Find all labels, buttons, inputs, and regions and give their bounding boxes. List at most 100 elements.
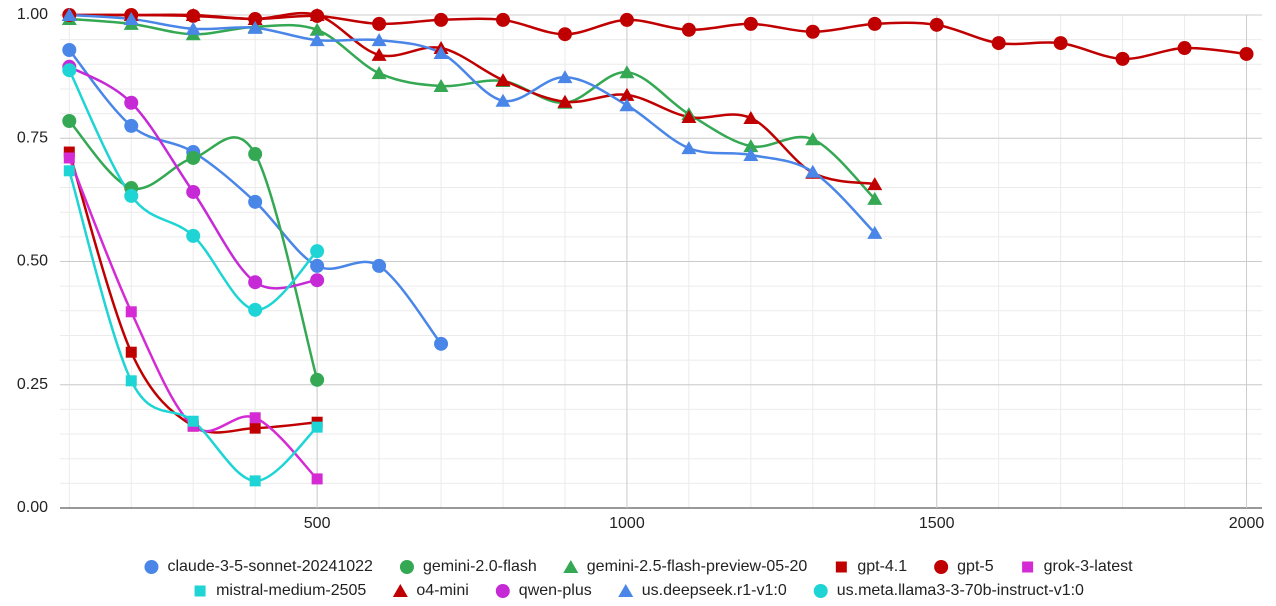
marker [63, 152, 75, 164]
marker [248, 194, 263, 209]
legend-item: us.meta.llama3-3-70b-instruct-v1:0 [813, 582, 1084, 599]
marker [619, 87, 635, 101]
series-line [68, 120, 319, 381]
legend-item: claude-3-5-sonnet-20241022 [144, 558, 373, 575]
marker [867, 191, 883, 205]
marker [557, 94, 573, 108]
marker [125, 306, 137, 318]
marker [372, 16, 387, 31]
marker [867, 16, 882, 31]
marker [371, 47, 387, 61]
marker [1053, 36, 1068, 51]
marker [619, 12, 634, 27]
legend-item: us.deepseek.r1-v1:0 [618, 582, 787, 599]
marker [681, 110, 697, 124]
marker [743, 139, 759, 153]
marker [125, 346, 137, 358]
legend-item: gpt-4.1 [835, 558, 907, 575]
marker [63, 146, 75, 158]
legend-label: gpt-4.1 [857, 558, 907, 575]
marker [1239, 46, 1254, 61]
marker [62, 63, 77, 78]
y-tick-label: 0.75 [17, 129, 48, 146]
marker [144, 560, 159, 574]
y-tick-label: 0.25 [17, 376, 48, 393]
legend-label: claude-3-5-sonnet-20241022 [167, 558, 373, 575]
marker [124, 95, 139, 110]
marker [835, 561, 847, 573]
marker [934, 560, 949, 574]
marker [495, 584, 510, 598]
legend-item: grok-3-latest [1022, 558, 1133, 575]
marker [743, 111, 759, 125]
series-line [68, 170, 318, 483]
marker [1177, 41, 1192, 56]
marker [311, 421, 323, 433]
marker [309, 22, 325, 36]
x-tick-label: 2000 [1229, 515, 1265, 532]
legend-item: o4-mini [392, 582, 469, 599]
marker [62, 43, 77, 58]
marker [433, 45, 449, 59]
marker [371, 33, 387, 47]
marker [310, 273, 325, 288]
marker [247, 11, 263, 25]
marker [496, 12, 511, 27]
marker [124, 118, 139, 133]
marker [619, 65, 635, 79]
x-tick-label: 500 [304, 515, 331, 532]
marker [557, 70, 573, 84]
y-tick-label: 0.50 [17, 253, 48, 270]
legend-label: gpt-5 [957, 558, 994, 575]
marker [309, 8, 325, 21]
legend-item: mistral-medium-2505 [194, 582, 366, 599]
marker [372, 258, 387, 273]
marker [248, 275, 263, 290]
legend-item: qwen-plus [495, 582, 592, 599]
legend-label: us.deepseek.r1-v1:0 [642, 582, 787, 599]
legend-label: qwen-plus [519, 582, 592, 599]
marker [805, 164, 821, 178]
marker [557, 27, 572, 42]
marker [743, 16, 758, 31]
series-line [69, 17, 876, 200]
series-line [68, 157, 319, 480]
marker [434, 336, 449, 351]
marker [125, 375, 137, 387]
marker [805, 24, 820, 39]
marker [186, 184, 201, 199]
series-line [69, 13, 1247, 61]
marker [310, 258, 325, 273]
marker [248, 302, 263, 317]
legend-item: gemini-2.5-flash-preview-05-20 [563, 558, 807, 575]
marker [681, 22, 696, 37]
marker [681, 141, 697, 155]
marker [813, 584, 828, 598]
legend-label: us.meta.llama3-3-70b-instruct-v1:0 [837, 582, 1084, 599]
y-tick-label: 1.00 [17, 6, 48, 23]
marker [124, 188, 139, 203]
y-tick-label: 0.00 [17, 499, 48, 516]
legend-row: mistral-medium-2505 o4-mini qwen-plus us.de… [194, 582, 1084, 599]
marker [185, 21, 201, 35]
legend-row: claude-3-5-sonnet-20241022 gemini-2.0-fla… [144, 558, 1133, 575]
marker [618, 584, 634, 597]
marker [495, 73, 511, 87]
marker [867, 177, 883, 191]
marker [248, 147, 263, 162]
marker [433, 78, 449, 92]
marker [399, 560, 414, 574]
marker [1115, 51, 1130, 66]
marker [310, 372, 325, 387]
marker [743, 148, 759, 162]
marker [62, 113, 77, 128]
marker [61, 8, 77, 21]
marker [929, 17, 944, 32]
marker [619, 98, 635, 112]
marker [434, 12, 449, 27]
x-tick-label: 1500 [919, 515, 955, 532]
marker [495, 93, 511, 107]
marker [194, 585, 206, 597]
